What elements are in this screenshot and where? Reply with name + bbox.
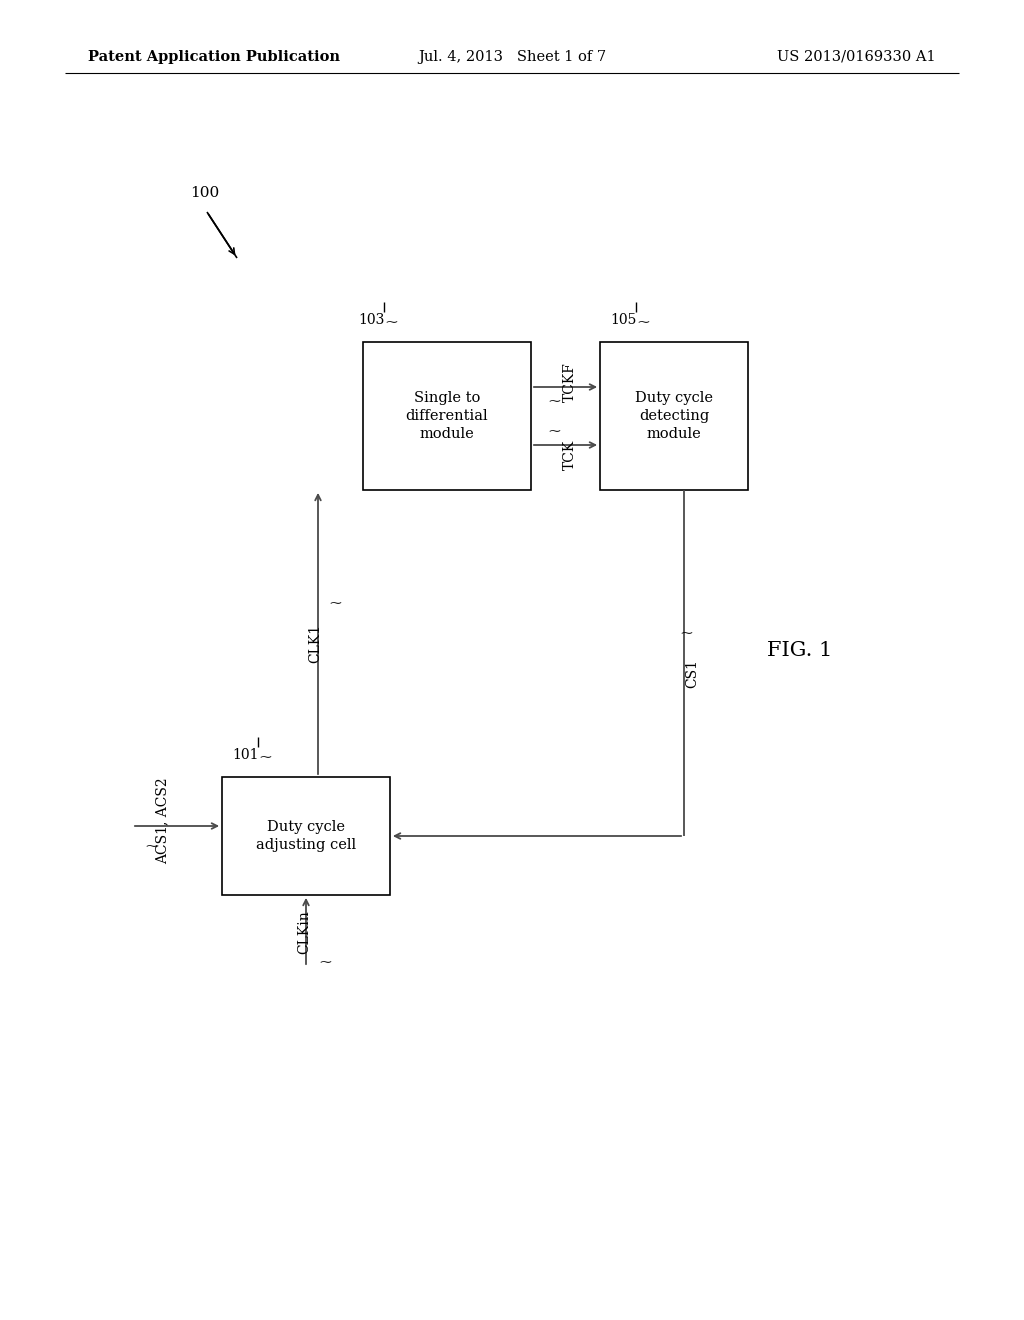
Text: TCKF: TCKF — [563, 362, 577, 401]
Text: CLKin: CLKin — [297, 909, 311, 954]
Text: Jul. 4, 2013   Sheet 1 of 7: Jul. 4, 2013 Sheet 1 of 7 — [418, 50, 606, 63]
Text: ACS1, ACS2: ACS1, ACS2 — [155, 777, 169, 865]
Text: CS1: CS1 — [685, 659, 699, 688]
Text: FIG. 1: FIG. 1 — [767, 640, 833, 660]
Bar — [222, 777, 390, 895]
Text: Patent Application Publication: Patent Application Publication — [88, 50, 340, 63]
Text: ~: ~ — [679, 624, 693, 642]
Text: ~: ~ — [318, 953, 332, 970]
Bar — [362, 342, 531, 490]
Text: 101: 101 — [232, 748, 258, 762]
Text: ~: ~ — [328, 594, 342, 611]
Text: 103: 103 — [358, 313, 384, 327]
Text: ~: ~ — [384, 314, 398, 330]
Text: ~: ~ — [144, 837, 158, 854]
Text: Duty cycle
adjusting cell: Duty cycle adjusting cell — [256, 820, 356, 853]
Text: Single to
differential
module: Single to differential module — [406, 391, 488, 441]
Text: ~: ~ — [636, 314, 650, 330]
Text: 100: 100 — [190, 186, 219, 201]
Bar — [600, 342, 748, 490]
Text: US 2013/0169330 A1: US 2013/0169330 A1 — [777, 50, 936, 63]
Text: 105: 105 — [610, 313, 636, 327]
Text: ~: ~ — [258, 748, 272, 766]
Text: ~: ~ — [547, 392, 561, 409]
Text: CLK1: CLK1 — [308, 623, 322, 663]
Text: TCK: TCK — [563, 440, 577, 470]
Text: ~: ~ — [547, 422, 561, 440]
Text: Duty cycle
detecting
module: Duty cycle detecting module — [635, 391, 713, 441]
